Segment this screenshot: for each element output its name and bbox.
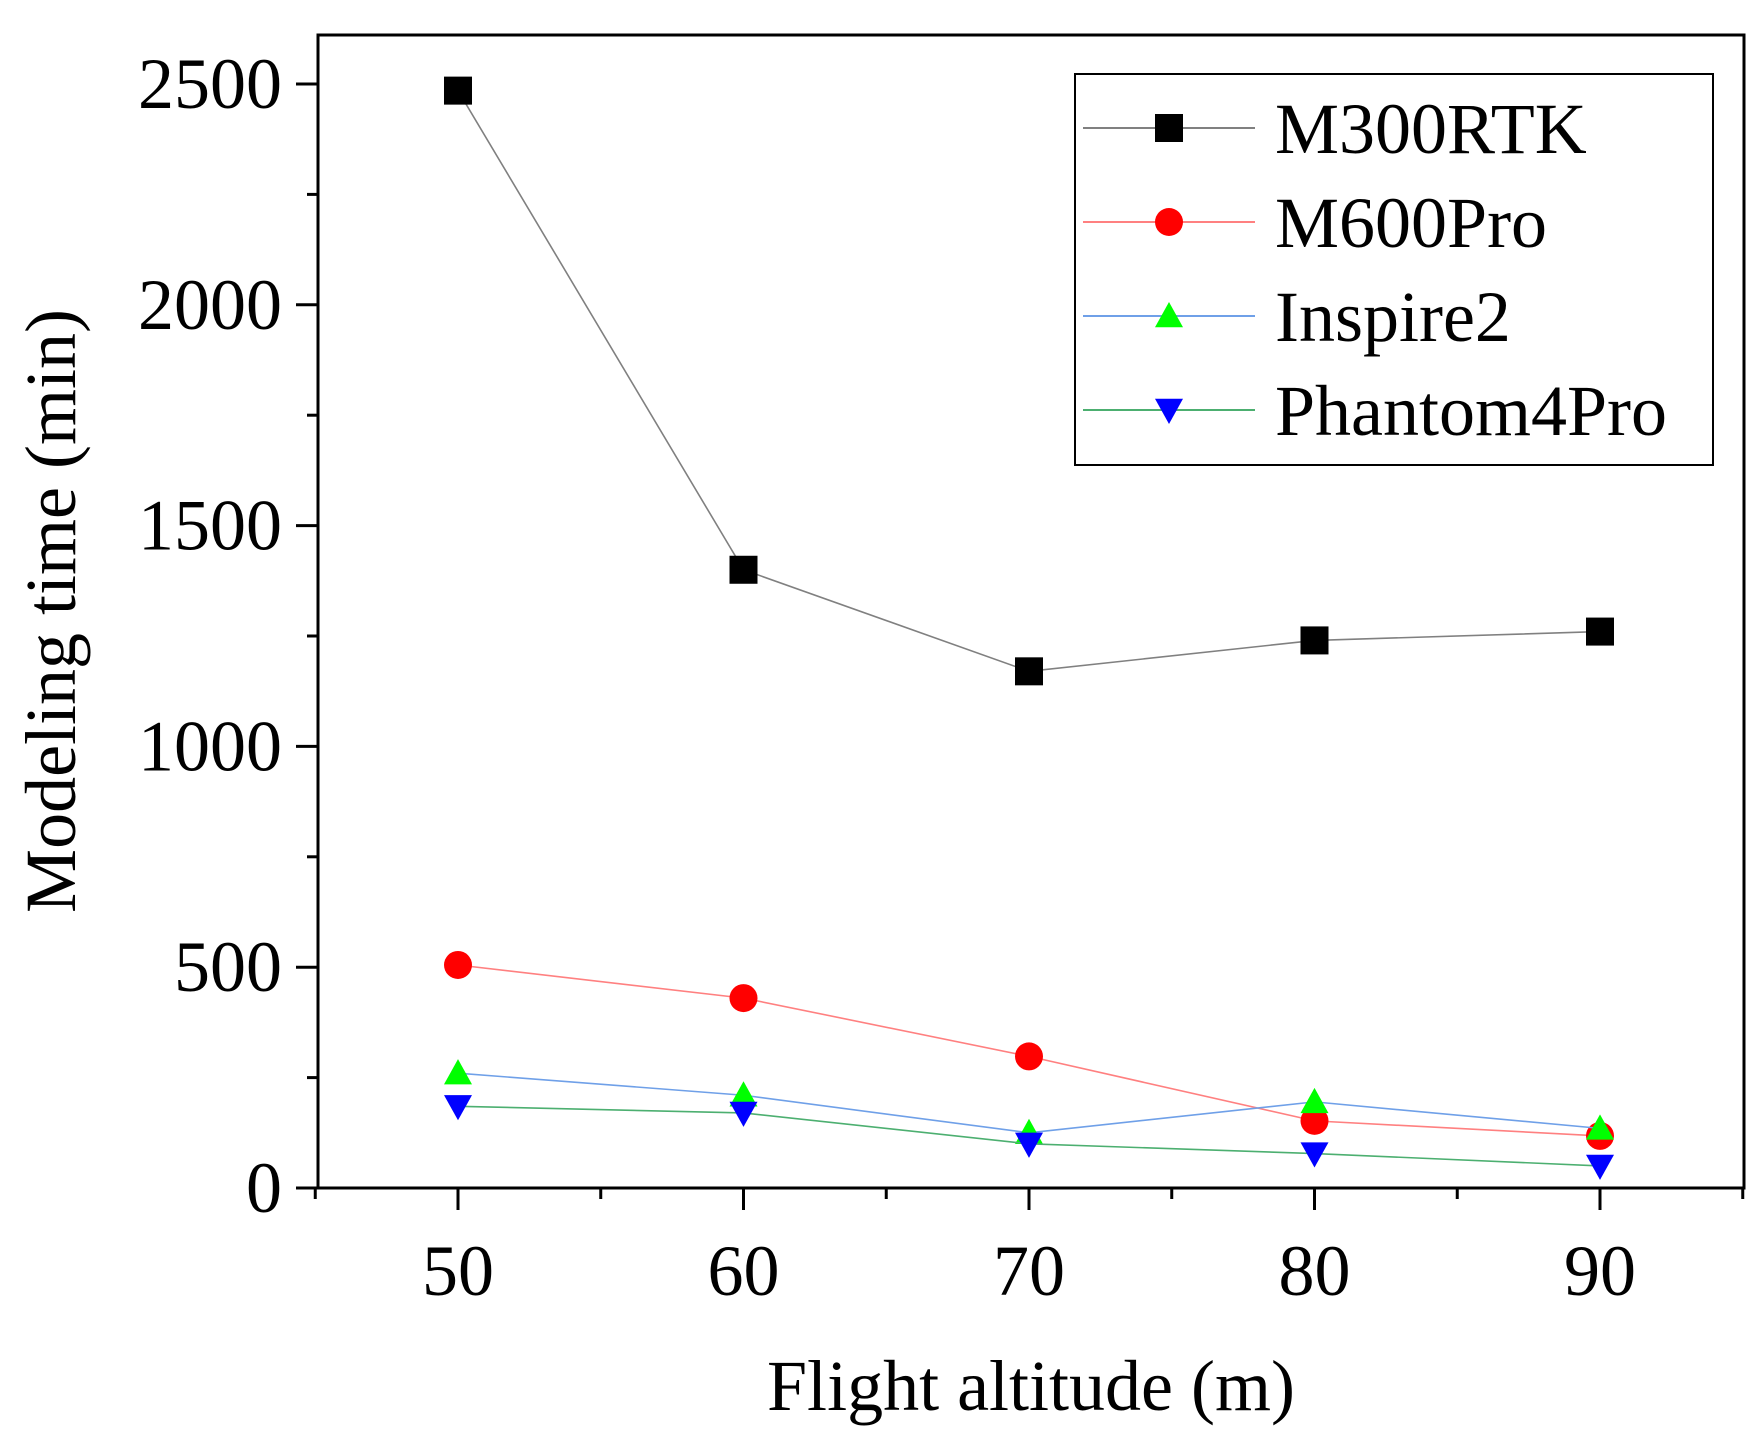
x-tick-label: 70 — [993, 1231, 1065, 1311]
y-tick-label: 2000 — [138, 265, 282, 345]
data-point — [444, 1095, 472, 1121]
plot-frame — [316, 33, 1746, 1190]
data-point — [1015, 657, 1043, 686]
y-tick-label: 2500 — [138, 44, 282, 124]
x-tick-label: 50 — [422, 1231, 494, 1311]
x-axis-ticks: 50 60 70 80 90 — [313, 1188, 1745, 1311]
legend-label: Phantom4Pro — [1275, 371, 1667, 451]
data-point — [1300, 1142, 1329, 1168]
legend-entry: Phantom4Pro — [1083, 371, 1667, 451]
data-point — [1586, 1154, 1614, 1180]
data-point — [1015, 1132, 1043, 1158]
data-point — [444, 950, 472, 979]
x-tick-label: 80 — [1279, 1231, 1351, 1311]
data-point — [1015, 1042, 1043, 1071]
y-tick-label: 1500 — [138, 486, 282, 566]
legend-marker — [1155, 208, 1183, 236]
series-Inspire2 — [444, 1059, 1614, 1144]
y-axis-title: Modeling time (min) — [11, 309, 91, 913]
legend-entry: M600Pro — [1083, 183, 1547, 263]
legend-entry: Inspire2 — [1083, 277, 1511, 357]
legend-label: Inspire2 — [1275, 277, 1511, 357]
y-tick-label: 500 — [174, 927, 282, 1007]
legend-label: M600Pro — [1275, 183, 1547, 263]
series-layer — [444, 76, 1614, 1180]
legend-marker — [1155, 114, 1183, 142]
data-point — [1586, 617, 1614, 646]
x-axis-title: Flight altitude (m) — [767, 1346, 1295, 1426]
legend-entry: M300RTK — [1083, 89, 1587, 169]
x-tick-label: 60 — [708, 1231, 780, 1311]
legend: M300RTK M600Pro Inspire2 Phantom4Pro — [1074, 73, 1714, 466]
y-tick-label: 0 — [246, 1148, 282, 1228]
data-point — [1300, 1087, 1329, 1114]
data-point — [444, 76, 472, 105]
legend-label: M300RTK — [1275, 89, 1587, 169]
data-point — [729, 984, 758, 1013]
data-point — [1586, 1114, 1614, 1140]
data-point — [729, 1081, 758, 1107]
x-tick-label: 90 — [1564, 1231, 1636, 1311]
y-tick-label: 1000 — [138, 706, 282, 786]
series-M300RTK — [444, 76, 1614, 686]
series-Phantom4Pro — [444, 1095, 1614, 1180]
data-point — [444, 1059, 472, 1085]
legend-marker — [1155, 398, 1183, 424]
y-axis-ticks: 0 500 1000 1500 2000 2500 — [138, 44, 318, 1228]
data-point — [1300, 626, 1329, 655]
data-point — [729, 1101, 758, 1127]
data-point — [1300, 1106, 1329, 1135]
legend-marker — [1155, 302, 1183, 328]
plot-area-border — [316, 33, 1746, 1190]
data-point — [729, 555, 758, 584]
